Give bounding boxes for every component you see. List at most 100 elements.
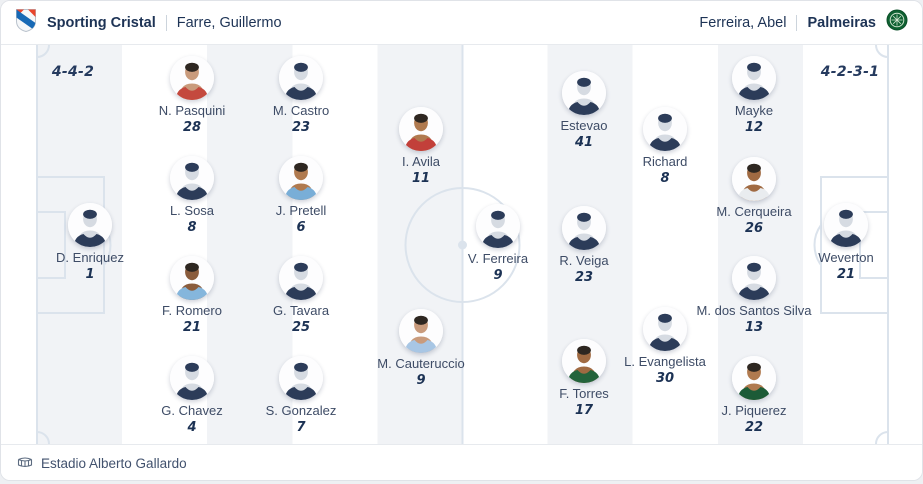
player-number: 26 [744,221,764,236]
player-avatar [824,203,868,247]
player-avatar [399,309,443,353]
player-away[interactable]: Mayke 12 [679,56,829,136]
player-name: J. Piquerez [721,403,787,418]
player-home[interactable]: M. Castro 23 [226,56,376,136]
player-home[interactable]: D. Enriquez 1 [15,203,165,283]
player-home[interactable]: N. Pasquini 28 [117,56,267,136]
player-home[interactable]: I. Avila 11 [346,107,496,187]
venue-footer: Estadio Alberto Gallardo [1,445,922,480]
home-manager-name: Farre, Guillermo [176,14,282,31]
player-away[interactable]: L. Evangelista 30 [590,307,740,387]
player-home[interactable]: J. Pretell 6 [226,156,376,236]
away-team-name[interactable]: Palmeiras [807,14,876,31]
player-avatar [643,307,687,351]
player-home[interactable]: G. Tavara 25 [226,256,376,336]
player-avatar [562,71,606,115]
player-name: F. Torres [559,386,609,401]
player-name: M. dos Santos Silva [696,303,812,318]
player-name: Richard [642,154,688,169]
player-home[interactable]: G. Chavez 4 [117,356,267,436]
lineups-header: Sporting Cristal Farre, Guillermo Ferrei… [1,1,922,45]
away-manager-name: Ferreira, Abel [699,14,787,31]
player-name: M. Cerqueira [716,204,792,219]
player-avatar [476,204,520,248]
player-number: 25 [291,320,311,335]
away-team-header[interactable]: Ferreira, Abel Palmeiras [699,9,908,36]
player-away[interactable]: Richard 8 [590,107,740,187]
player-away[interactable]: R. Veiga 23 [509,206,659,286]
player-away[interactable]: J. Piquerez 22 [679,356,829,436]
player-away[interactable]: Weverton 21 [771,203,921,283]
player-home[interactable]: M. Cauteruccio 9 [346,309,496,389]
player-avatar [279,256,323,300]
player-avatar [399,107,443,151]
player-name: D. Enriquez [56,250,124,265]
player-home[interactable]: S. Gonzalez 7 [226,356,376,436]
player-home[interactable]: L. Sosa 8 [117,156,267,236]
player-number: 13 [744,320,764,335]
pitch-markings [36,45,889,444]
home-team-crest-icon [15,8,37,38]
player-name: Mayke [734,103,774,118]
home-formation-label: 4-4-2 [51,64,95,80]
player-home[interactable]: F. Romero 21 [117,256,267,336]
player-name: G. Chavez [161,403,223,418]
player-number: 41 [574,135,594,150]
player-away[interactable]: M. Cerqueira 26 [679,157,829,237]
player-number: 17 [574,403,594,418]
player-away[interactable]: M. dos Santos Silva 13 [679,256,829,336]
player-number: 21 [836,267,856,282]
player-number: 23 [291,120,311,135]
player-number: 30 [655,371,675,386]
player-name: R. Veiga [559,253,609,268]
player-number: 21 [182,320,202,335]
player-number: 9 [416,373,426,388]
center-spot [458,240,467,250]
player-name: Weverton [818,250,874,265]
player-number: 28 [182,120,202,135]
player-name: S. Gonzalez [265,403,337,418]
player-number: 12 [744,120,764,135]
player-away[interactable]: F. Torres 17 [509,339,659,419]
player-avatar [562,206,606,250]
header-divider [796,14,798,31]
header-divider [165,14,167,31]
player-number: 6 [296,220,306,235]
away-team-crest-icon [886,9,908,36]
player-avatar [279,356,323,400]
player-avatar [732,56,776,100]
player-number: 7 [296,420,306,435]
player-name: F. Romero [162,303,222,318]
pitch: 4-4-2 4-2-3-1 D. Enriquez 1 [1,45,922,445]
venue-name: Estadio Alberto Gallardo [41,455,187,471]
player-avatar [643,107,687,151]
player-avatar [170,156,214,200]
player-name: M. Castro [272,103,330,118]
player-avatar [732,256,776,300]
player-name: L. Sosa [169,203,215,218]
player-avatar [170,256,214,300]
player-name: J. Pretell [275,203,327,218]
player-avatar [732,157,776,201]
player-name: Estevao [560,118,608,133]
player-number: 11 [411,171,431,186]
home-team-header[interactable]: Sporting Cristal Farre, Guillermo [15,8,282,38]
player-number: 4 [187,420,197,435]
player-name: L. Evangelista [624,354,706,369]
home-team-name[interactable]: Sporting Cristal [47,14,156,31]
player-avatar [170,56,214,100]
player-name: N. Pasquini [158,103,226,118]
player-avatar [279,156,323,200]
player-avatar [279,56,323,100]
player-number: 8 [660,171,670,186]
player-number: 8 [187,220,197,235]
player-number: 1 [85,267,95,282]
away-formation-label: 4-2-3-1 [820,64,880,80]
player-avatar [732,356,776,400]
player-name: G. Tavara [272,303,330,318]
player-number: 9 [493,268,503,283]
player-number: 23 [574,270,594,285]
player-away[interactable]: Estevao 41 [509,71,659,151]
player-away[interactable]: V. Ferreira 9 [423,204,573,284]
